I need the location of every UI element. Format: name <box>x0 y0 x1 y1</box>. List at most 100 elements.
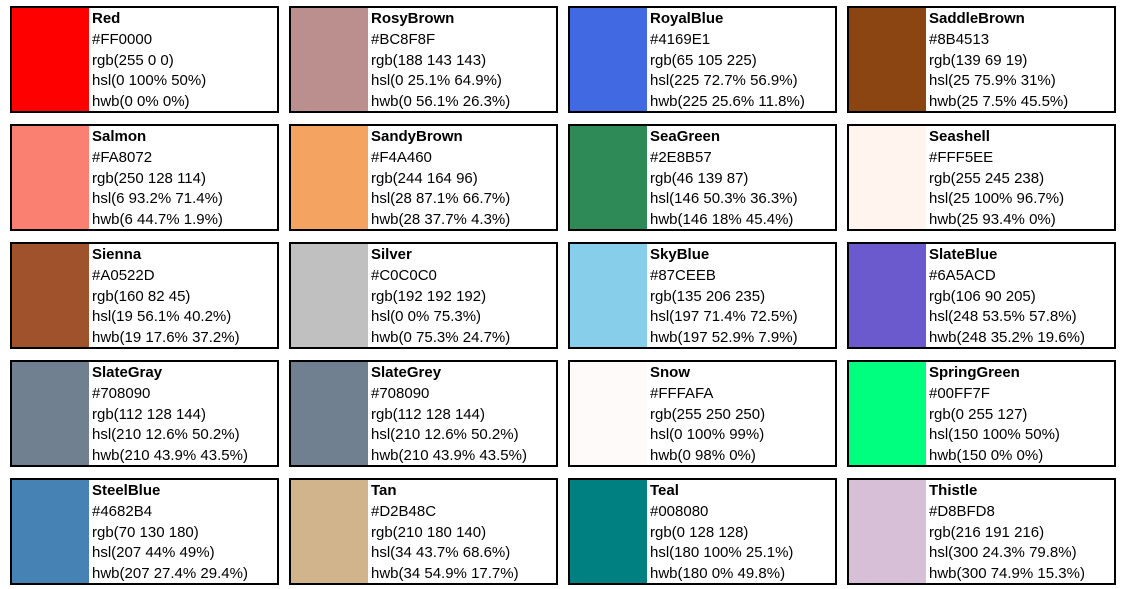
color-rgb: rgb(244 164 96) <box>371 169 478 187</box>
color-hwb: hwb(225 25.6% 11.8%) <box>650 93 805 111</box>
color-card-seashell: Seashell #FFF5EE rgb(255 245 238) hsl(25… <box>847 124 1116 231</box>
color-hsl: hsl(180 100% 25.1%) <box>650 544 794 562</box>
color-swatch <box>849 8 926 111</box>
color-card-saddlebrown: SaddleBrown #8B4513 rgb(139 69 19) hsl(2… <box>847 6 1116 113</box>
color-hwb: hwb(207 27.4% 29.4%) <box>92 565 248 583</box>
color-hsl: hsl(0 25.1% 64.9%) <box>371 72 502 90</box>
color-hex: #FA8072 <box>92 148 153 166</box>
color-rgb: rgb(250 128 114) <box>92 169 206 187</box>
color-info: Salmon #FA8072 rgb(250 128 114) hsl(6 93… <box>89 126 223 229</box>
color-rgb: rgb(135 206 235) <box>650 287 766 305</box>
color-name: SteelBlue <box>92 482 161 499</box>
color-name: SlateGray <box>92 364 163 381</box>
color-hwb: hwb(19 17.6% 37.2%) <box>92 329 240 347</box>
color-name: SlateBlue <box>929 246 998 263</box>
color-swatch <box>291 244 368 347</box>
color-hex: #2E8B57 <box>650 148 712 166</box>
color-hsl: hsl(225 72.7% 56.9%) <box>650 72 798 90</box>
color-info: Tan #D2B48C rgb(210 180 140) hsl(34 43.7… <box>368 480 519 583</box>
color-swatch <box>849 244 926 347</box>
color-name: Sienna <box>92 246 142 263</box>
color-hex: #4169E1 <box>650 30 711 48</box>
color-card-slategrey: SlateGrey #708090 rgb(112 128 144) hsl(2… <box>289 360 558 467</box>
color-hex: #FF0000 <box>92 30 153 48</box>
color-swatch <box>291 126 368 229</box>
color-rgb: rgb(192 192 192) <box>371 287 487 305</box>
color-info: SeaGreen #2E8B57 rgb(46 139 87) hsl(146 … <box>647 126 798 229</box>
color-info: SandyBrown #F4A460 rgb(244 164 96) hsl(2… <box>368 126 510 229</box>
color-rgb: rgb(106 90 205) <box>929 287 1036 305</box>
color-info: SlateBlue #6A5ACD rgb(106 90 205) hsl(24… <box>926 244 1085 347</box>
color-name: Silver <box>371 246 412 263</box>
color-hsl: hsl(300 24.3% 79.8%) <box>929 544 1077 562</box>
color-rgb: rgb(139 69 19) <box>929 51 1028 69</box>
color-swatch <box>570 362 647 465</box>
color-card-sandybrown: SandyBrown #F4A460 rgb(244 164 96) hsl(2… <box>289 124 558 231</box>
color-name: Tan <box>371 482 397 499</box>
color-hwb: hwb(0 56.1% 26.3%) <box>371 93 511 111</box>
color-hwb: hwb(25 93.4% 0%) <box>929 211 1056 229</box>
color-hsl: hsl(0 100% 50%) <box>92 72 207 90</box>
color-name: Thistle <box>929 482 978 499</box>
color-name: SeaGreen <box>650 128 721 145</box>
color-hex: #708090 <box>371 384 430 402</box>
color-swatch <box>570 126 647 229</box>
color-info: RosyBrown #BC8F8F rgb(188 143 143) hsl(0… <box>368 8 510 111</box>
color-rgb: rgb(65 105 225) <box>650 51 757 69</box>
color-info: RoyalBlue #4169E1 rgb(65 105 225) hsl(22… <box>647 8 805 111</box>
color-swatch <box>849 362 926 465</box>
color-name: SkyBlue <box>650 246 710 263</box>
color-info: Silver #C0C0C0 rgb(192 192 192) hsl(0 0%… <box>368 244 510 347</box>
color-rgb: rgb(210 180 140) <box>371 523 487 541</box>
color-rgb: rgb(255 0 0) <box>92 51 174 69</box>
color-swatch <box>849 480 926 583</box>
color-swatch <box>291 8 368 111</box>
color-swatch <box>12 362 89 465</box>
color-rgb: rgb(188 143 143) <box>371 51 487 69</box>
color-rgb: rgb(46 139 87) <box>650 169 749 187</box>
color-name: Snow <box>650 364 690 381</box>
color-rgb: rgb(255 245 238) <box>929 169 1045 187</box>
color-card-skyblue: SkyBlue #87CEEB rgb(135 206 235) hsl(197… <box>568 242 837 349</box>
color-name: SpringGreen <box>929 364 1020 381</box>
color-rgb: rgb(70 130 180) <box>92 523 199 541</box>
color-hex: #FFF5EE <box>929 148 994 166</box>
color-hex: #4682B4 <box>92 502 153 520</box>
color-name: SaddleBrown <box>929 10 1025 27</box>
color-info: SaddleBrown #8B4513 rgb(139 69 19) hsl(2… <box>926 8 1068 111</box>
color-rgb: rgb(216 191 216) <box>929 523 1045 541</box>
color-card-royalblue: RoyalBlue #4169E1 rgb(65 105 225) hsl(22… <box>568 6 837 113</box>
color-hsl: hsl(25 75.9% 31%) <box>929 72 1056 90</box>
color-hwb: hwb(25 7.5% 45.5%) <box>929 93 1069 111</box>
color-name: RoyalBlue <box>650 10 724 27</box>
color-swatch <box>12 126 89 229</box>
color-hsl: hsl(207 44% 49%) <box>92 544 215 562</box>
color-hsl: hsl(34 43.7% 68.6%) <box>371 544 511 562</box>
color-hwb: hwb(248 35.2% 19.6%) <box>929 329 1085 347</box>
color-hwb: hwb(210 43.9% 43.5%) <box>92 447 248 465</box>
color-hex: #8B4513 <box>929 30 990 48</box>
color-card-slategray: SlateGray #708090 rgb(112 128 144) hsl(2… <box>10 360 279 467</box>
color-info: Sienna #A0522D rgb(160 82 45) hsl(19 56.… <box>89 244 240 347</box>
color-hwb: hwb(210 43.9% 43.5%) <box>371 447 527 465</box>
color-info: SteelBlue #4682B4 rgb(70 130 180) hsl(20… <box>89 480 248 583</box>
color-hex: #C0C0C0 <box>371 266 437 284</box>
color-card-snow: Snow #FFFAFA rgb(255 250 250) hsl(0 100%… <box>568 360 837 467</box>
color-hsl: hsl(6 93.2% 71.4%) <box>92 190 223 208</box>
color-name: Salmon <box>92 128 147 145</box>
color-hsl: hsl(248 53.5% 57.8%) <box>929 308 1077 326</box>
color-swatch <box>570 244 647 347</box>
color-rgb: rgb(255 250 250) <box>650 405 766 423</box>
color-hex: #F4A460 <box>371 148 432 166</box>
color-hwb: hwb(34 54.9% 17.7%) <box>371 565 519 583</box>
color-swatch <box>291 480 368 583</box>
color-card-thistle: Thistle #D8BFD8 rgb(216 191 216) hsl(300… <box>847 478 1116 585</box>
color-info: Snow #FFFAFA rgb(255 250 250) hsl(0 100%… <box>647 362 765 465</box>
color-hwb: hwb(150 0% 0%) <box>929 447 1044 465</box>
color-hex: #BC8F8F <box>371 30 436 48</box>
color-hwb: hwb(6 44.7% 1.9%) <box>92 211 223 229</box>
color-card-springgreen: SpringGreen #00FF7F rgb(0 255 127) hsl(1… <box>847 360 1116 467</box>
color-hsl: hsl(197 71.4% 72.5%) <box>650 308 798 326</box>
color-hex: #00FF7F <box>929 384 990 402</box>
color-hsl: hsl(25 100% 96.7%) <box>929 190 1065 208</box>
